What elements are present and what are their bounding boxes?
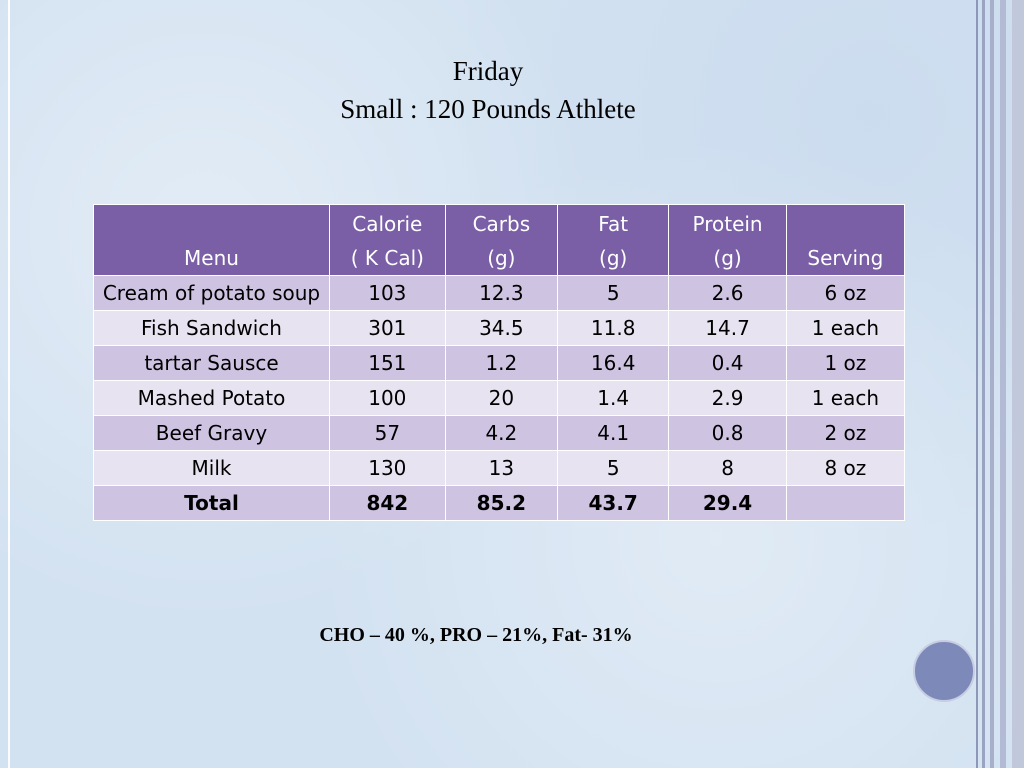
cell-menu: Milk bbox=[93, 450, 330, 486]
cell-protein: 2.9 bbox=[668, 380, 787, 416]
cell-menu: Beef Gravy bbox=[93, 415, 330, 451]
macro-summary: CHO – 40 %, PRO – 21%, Fat- 31% bbox=[319, 624, 633, 646]
header-carbs: Carbs (g) bbox=[444, 204, 559, 276]
cell-protein: 8 bbox=[668, 450, 787, 486]
cell-protein: 2.6 bbox=[668, 275, 787, 311]
left-frame-line bbox=[8, 0, 10, 768]
cell-carbs: 12.3 bbox=[444, 275, 559, 311]
header-menu: Menu bbox=[93, 204, 330, 276]
cell-calorie: 151 bbox=[328, 345, 446, 381]
cell-protein: 14.7 bbox=[668, 310, 787, 346]
cell-carbs: 20 bbox=[444, 380, 559, 416]
cell-protein: 0.8 bbox=[668, 415, 787, 451]
cell-calorie: 57 bbox=[328, 415, 446, 451]
cell-serving: 6 oz bbox=[785, 275, 906, 311]
header-calorie: Calorie( K Cal) bbox=[328, 204, 446, 276]
header-protein: Protein (g) bbox=[668, 204, 787, 276]
cell-serving: 8 oz bbox=[785, 450, 906, 486]
nutrition-table: Menu Calorie( K Cal) Carbs (g) Fat (g) Pro… bbox=[93, 204, 906, 521]
cell-fat: 16.4 bbox=[557, 345, 670, 381]
cell-serving: 2 oz bbox=[785, 415, 906, 451]
table-row: tartar Sausce 151 1.2 16.4 0.4 1 oz bbox=[93, 345, 906, 381]
cell-serving: 1 oz bbox=[785, 345, 906, 381]
slide-title-day: Friday bbox=[452, 56, 524, 86]
slide-subtitle: Small : 120 Pounds Athlete bbox=[340, 94, 636, 124]
cell-carbs: 85.2 bbox=[444, 485, 559, 521]
cell-protein: 29.4 bbox=[668, 485, 787, 521]
cell-fat: 1.4 bbox=[557, 380, 670, 416]
cell-menu: Fish Sandwich bbox=[93, 310, 330, 346]
header-serving: Serving bbox=[785, 204, 906, 276]
cell-protein: 0.4 bbox=[668, 345, 787, 381]
table-row: Beef Gravy 57 4.2 4.1 0.8 2 oz bbox=[93, 415, 906, 451]
header-fat: Fat (g) bbox=[557, 204, 670, 276]
decorative-circle bbox=[913, 640, 975, 702]
table-row: Cream of potato soup 103 12.3 5 2.6 6 oz bbox=[93, 275, 906, 311]
table-row: Mashed Potato 100 20 1.4 2.9 1 each bbox=[93, 380, 906, 416]
cell-serving: 1 each bbox=[785, 380, 906, 416]
rail-line bbox=[976, 0, 978, 768]
cell-carbs: 1.2 bbox=[444, 345, 559, 381]
cell-menu: Total bbox=[93, 485, 330, 521]
cell-fat: 4.1 bbox=[557, 415, 670, 451]
table-row: Milk 130 13 5 8 8 oz bbox=[93, 450, 906, 486]
cell-fat: 43.7 bbox=[557, 485, 670, 521]
cell-calorie: 130 bbox=[328, 450, 446, 486]
cell-calorie: 301 bbox=[328, 310, 446, 346]
table-header-row: Menu Calorie( K Cal) Carbs (g) Fat (g) Pro… bbox=[93, 204, 906, 276]
cell-calorie: 100 bbox=[328, 380, 446, 416]
cell-fat: 5 bbox=[557, 275, 670, 311]
table-row: Fish Sandwich 301 34.5 11.8 14.7 1 each bbox=[93, 310, 906, 346]
cell-carbs: 13 bbox=[444, 450, 559, 486]
rail-line bbox=[1012, 0, 1024, 768]
rail-line bbox=[982, 0, 985, 768]
cell-carbs: 4.2 bbox=[444, 415, 559, 451]
cell-calorie: 103 bbox=[328, 275, 446, 311]
cell-menu: Mashed Potato bbox=[93, 380, 330, 416]
cell-serving: 1 each bbox=[785, 310, 906, 346]
table-total-row: Total 842 85.2 43.7 29.4 bbox=[93, 485, 906, 521]
cell-menu: Cream of potato soup bbox=[93, 275, 330, 311]
cell-fat: 11.8 bbox=[557, 310, 670, 346]
cell-serving bbox=[785, 485, 906, 521]
cell-calorie: 842 bbox=[328, 485, 446, 521]
rail-line bbox=[990, 0, 994, 768]
cell-carbs: 34.5 bbox=[444, 310, 559, 346]
cell-fat: 5 bbox=[557, 450, 670, 486]
right-decorative-rails bbox=[976, 0, 1024, 768]
cell-menu: tartar Sausce bbox=[93, 345, 330, 381]
rail-line bbox=[1000, 0, 1006, 768]
